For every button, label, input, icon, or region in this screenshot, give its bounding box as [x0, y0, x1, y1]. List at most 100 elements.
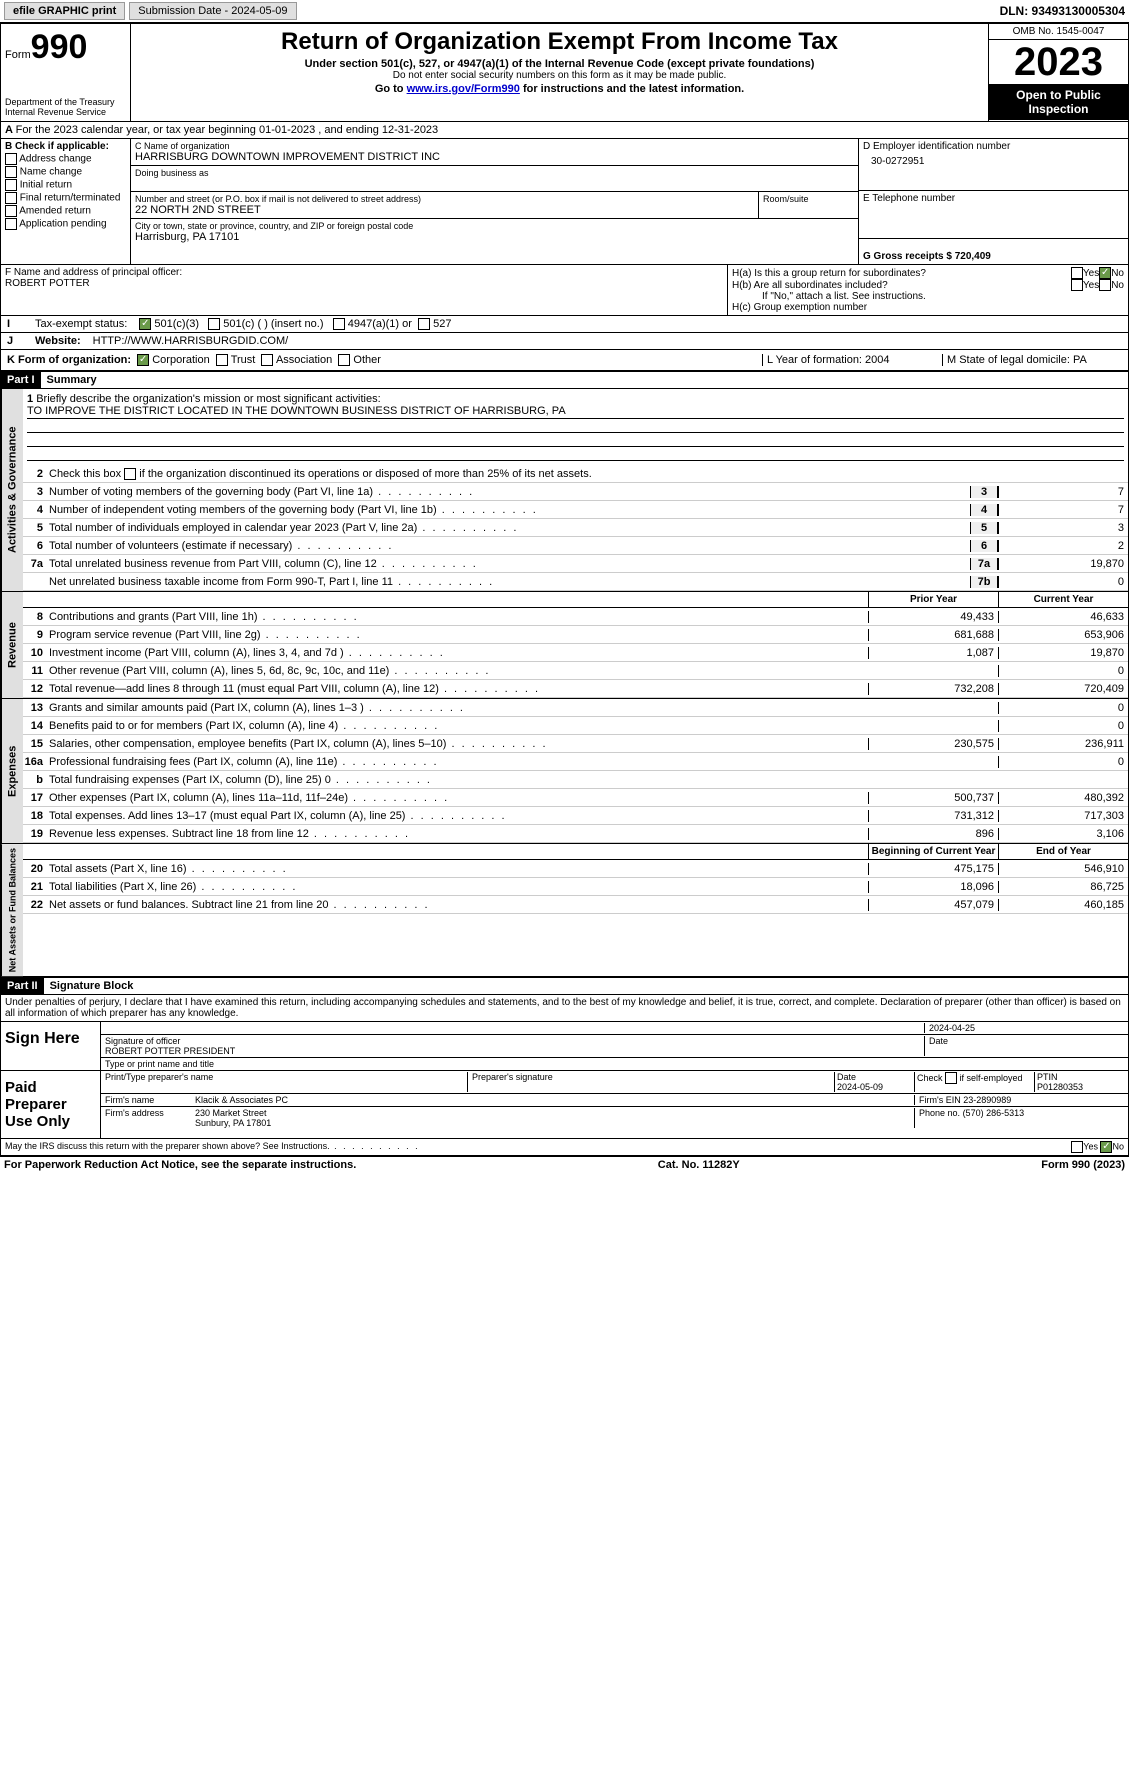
goto-link: Go to www.irs.gov/Form990 for instructio…	[135, 83, 984, 95]
dln: DLN: 93493130005304	[1000, 4, 1125, 18]
chk-trust[interactable]	[216, 354, 228, 366]
efile-btn[interactable]: efile GRAPHIC print	[4, 2, 125, 20]
phone-no-label: Phone no.	[919, 1108, 960, 1118]
chk-address-change[interactable]: Address change	[5, 153, 126, 165]
box-b: B Check if applicable: Address change Na…	[1, 139, 131, 264]
sign-here-label: Sign Here	[1, 1022, 101, 1070]
chk-name-change[interactable]: Name change	[5, 166, 126, 178]
mission-text: TO IMPROVE THE DISTRICT LOCATED IN THE D…	[27, 405, 1124, 419]
chk-app-pending[interactable]: Application pending	[5, 218, 126, 230]
discuss-text: May the IRS discuss this return with the…	[5, 1141, 420, 1153]
officer-name: ROBERT POTTER	[5, 278, 723, 289]
chk-corp[interactable]	[137, 354, 149, 366]
chk-amended[interactable]: Amended return	[5, 205, 126, 217]
h-b-yes[interactable]	[1071, 279, 1083, 291]
goto-suffix: for instructions and the latest informat…	[520, 83, 744, 95]
firm-addr-label: Firm's address	[105, 1108, 195, 1128]
public-inspection: Open to Public Inspection	[989, 84, 1128, 120]
chk-527[interactable]	[418, 318, 430, 330]
city-label: City or town, state or province, country…	[135, 221, 854, 231]
prep-name-label: Print/Type preparer's name	[105, 1072, 467, 1092]
ptin-label: PTIN	[1037, 1072, 1058, 1082]
h-c-text: H(c) Group exemption number	[732, 302, 1124, 313]
vtab-expenses: Expenses	[1, 699, 23, 843]
form-org-label: K Form of organization:	[7, 354, 131, 366]
org-name: HARRISBURG DOWNTOWN IMPROVEMENT DISTRICT…	[135, 151, 854, 163]
website-label: Website:	[35, 335, 81, 347]
box-f: F Name and address of principal officer:…	[1, 265, 728, 315]
room-label: Room/suite	[763, 194, 854, 204]
chk-other[interactable]	[338, 354, 350, 366]
chk-assoc[interactable]	[261, 354, 273, 366]
sig-date: 2024-04-25	[924, 1023, 1124, 1033]
h-b-text: H(b) Are all subordinates included?	[732, 280, 1071, 291]
gross-receipts: G Gross receipts $ 720,409	[863, 251, 991, 262]
ein-label: D Employer identification number	[863, 141, 1124, 152]
tax-year: 2023	[989, 40, 1128, 84]
type-name-label: Type or print name and title	[105, 1059, 214, 1069]
ein-value: 30-0272951	[863, 152, 1124, 171]
check-self-employed: Check if self-employed	[917, 1073, 1023, 1083]
form-title: Return of Organization Exempt From Incom…	[135, 28, 984, 56]
h-a-text: H(a) Is this a group return for subordin…	[732, 268, 1071, 279]
mission-label: Briefly describe the organization's miss…	[36, 393, 380, 405]
ssn-warning: Do not enter social security numbers on …	[135, 70, 984, 81]
h-a-yes[interactable]	[1071, 267, 1083, 279]
section-f-h: F Name and address of principal officer:…	[0, 265, 1129, 316]
irs-link[interactable]: www.irs.gov/Form990	[407, 83, 520, 95]
bocy-hdr: Beginning of Current Year	[868, 844, 998, 859]
vtab-netassets: Net Assets or Fund Balances	[1, 844, 23, 976]
form-header: Form990 Department of the Treasury Inter…	[0, 23, 1129, 122]
chk-501c[interactable]	[208, 318, 220, 330]
h-b-no[interactable]	[1099, 279, 1111, 291]
chk-discontinued[interactable]	[124, 468, 136, 480]
discuss-no[interactable]	[1100, 1141, 1112, 1153]
part1-title: Summary	[41, 372, 103, 388]
firm-address: 230 Market Street Sunbury, PA 17801	[195, 1108, 914, 1128]
street-address: 22 NORTH 2ND STREET	[135, 204, 754, 216]
website-url: HTTP://WWW.HARRISBURGDID.COM/	[87, 333, 295, 349]
discuss-yes[interactable]	[1071, 1141, 1083, 1153]
goto-prefix: Go to	[375, 83, 407, 95]
prior-year-hdr: Prior Year	[868, 592, 998, 607]
firm-ein-label: Firm's EIN	[919, 1095, 961, 1105]
firm-name: Klacik & Associates PC	[195, 1095, 914, 1105]
signature-declaration: Under penalties of perjury, I declare th…	[1, 995, 1128, 1022]
vtab-revenue: Revenue	[1, 592, 23, 698]
form-990: 990	[31, 28, 88, 66]
part1-header: Part I	[1, 372, 41, 388]
officer-label: F Name and address of principal officer:	[5, 267, 723, 278]
firm-ein: 23-2890989	[963, 1095, 1011, 1105]
prep-date-label: Date	[837, 1072, 856, 1082]
year-formation: L Year of formation: 2004	[762, 354, 942, 366]
section-b-to-g: B Check if applicable: Address change Na…	[0, 139, 1129, 265]
chk-final-return[interactable]: Final return/terminated	[5, 192, 126, 204]
h-a-no[interactable]	[1099, 267, 1111, 279]
sig-officer-label: Signature of officer	[105, 1036, 180, 1046]
current-year-hdr: Current Year	[998, 592, 1128, 607]
box-h: H(a) Is this a group return for subordin…	[728, 265, 1128, 315]
page-footer: For Paperwork Reduction Act Notice, see …	[0, 1156, 1129, 1173]
date-label: Date	[924, 1036, 1124, 1056]
row-k-l-m: K Form of organization: Corporation Trus…	[0, 350, 1129, 371]
form-subtitle: Under section 501(c), 527, or 4947(a)(1)…	[135, 58, 984, 70]
prep-date: 2024-05-09	[837, 1082, 883, 1092]
eoy-hdr: End of Year	[998, 844, 1128, 859]
row-j: J Website: HTTP://WWW.HARRISBURGDID.COM/	[0, 333, 1129, 350]
row-a-tax-year: A For the 2023 calendar year, or tax yea…	[0, 122, 1129, 139]
firm-name-label: Firm's name	[105, 1095, 195, 1105]
prep-sig-label: Preparer's signature	[467, 1072, 834, 1092]
tax-year-text: For the 2023 calendar year, or tax year …	[16, 124, 439, 136]
line2-text: Check this box if the organization disco…	[49, 468, 592, 480]
phone-label: E Telephone number	[863, 193, 1124, 204]
sig-officer-name: ROBERT POTTER PRESIDENT	[105, 1046, 235, 1056]
h-note: If "No," attach a list. See instructions…	[732, 291, 1124, 302]
firm-phone: (570) 286-5313	[963, 1108, 1025, 1118]
paid-preparer-label: Paid Preparer Use Only	[1, 1071, 101, 1138]
org-name-label: C Name of organization	[135, 141, 854, 151]
chk-501c3[interactable]	[139, 318, 151, 330]
chk-initial-return[interactable]: Initial return	[5, 179, 126, 191]
city-state-zip: Harrisburg, PA 17101	[135, 231, 854, 243]
vtab-activities: Activities & Governance	[1, 389, 23, 591]
chk-4947[interactable]	[333, 318, 345, 330]
